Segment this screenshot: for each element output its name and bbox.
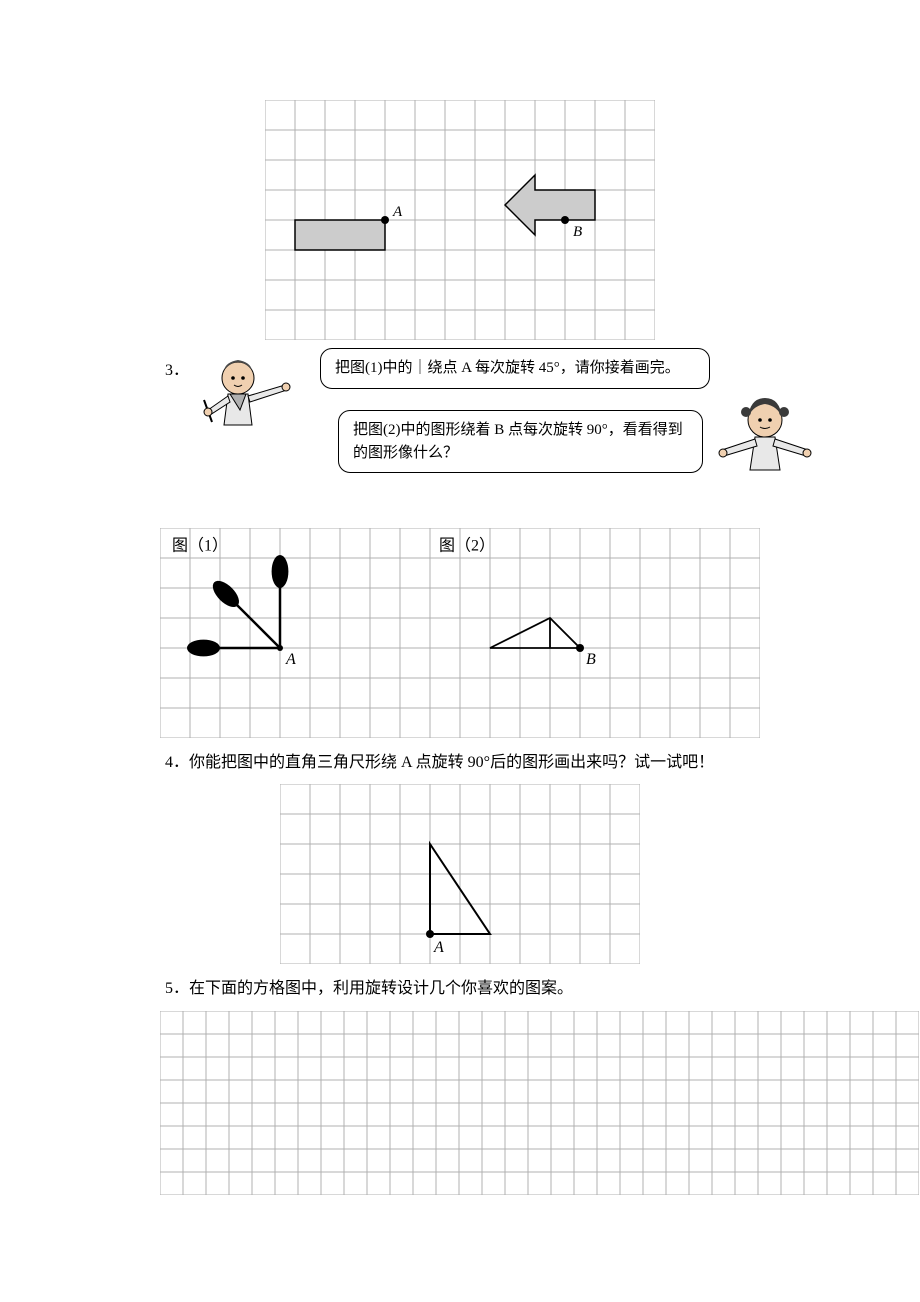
svg-text:A: A (433, 939, 444, 956)
page-root: AB 3． 把图(1)中的｜绕点 A 每次旋转 45°，请你接着画完 (0, 0, 920, 1235)
question-4-text: 4．你能把图中的直角三角尺形绕 A 点旋转 90°后的图形画出来吗？试一试吧！ (165, 750, 840, 776)
svg-text:A: A (392, 204, 403, 220)
girl-character (710, 390, 820, 500)
svg-text:图（2）: 图（2） (439, 537, 495, 555)
svg-text:B: B (573, 224, 582, 240)
bubble1-text: 把图(1)中的｜绕点 A 每次旋转 45°，请你接着画完。 (335, 360, 680, 376)
speech-bubble-2: 把图(2)中的图形绕着 B 点每次旋转 90°，看看得到的图形像什么？ (338, 410, 703, 473)
q3-number: 3． (165, 356, 189, 380)
svg-text:A: A (285, 651, 296, 668)
svg-text:图（1）: 图（1） (172, 537, 228, 555)
figure-3: 图（1） 图（2） A B (160, 528, 760, 738)
bubble2-text: 把图(2)中的图形绕着 B 点每次旋转 90°，看看得到的图形像什么？ (353, 422, 683, 461)
figure-5-container (160, 1011, 760, 1195)
figure-top-container: AB (80, 100, 840, 340)
speech-bubble-1: 把图(1)中的｜绕点 A 每次旋转 45°，请你接着画完。 (320, 348, 710, 389)
question-5-text: 5．在下面的方格图中，利用旋转设计几个你喜欢的图案。 (165, 976, 840, 1002)
figure-5 (160, 1011, 919, 1195)
figure-4: A (280, 784, 640, 964)
figure-4-container: A (80, 784, 840, 964)
boy-character (190, 350, 300, 460)
figure-top: AB (265, 100, 655, 340)
figure-3-container: 图（1） 图（2） A B (80, 528, 840, 738)
svg-text:B: B (586, 651, 596, 668)
question-3-section: 3． 把图(1)中的｜绕点 A 每次旋转 45°，请你接着画完。 (80, 350, 840, 500)
